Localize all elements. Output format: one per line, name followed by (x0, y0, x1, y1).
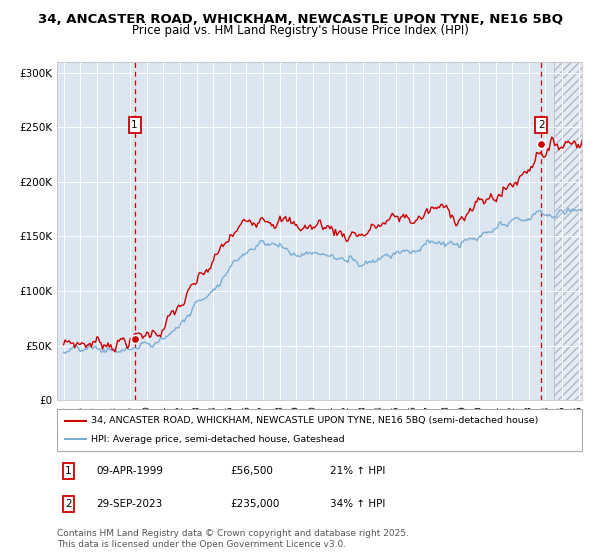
Text: 2: 2 (65, 499, 72, 509)
Text: 09-APR-1999: 09-APR-1999 (97, 466, 163, 476)
Text: 34, ANCASTER ROAD, WHICKHAM, NEWCASTLE UPON TYNE, NE16 5BQ (semi-detached house): 34, ANCASTER ROAD, WHICKHAM, NEWCASTLE U… (91, 416, 539, 425)
Text: HPI: Average price, semi-detached house, Gateshead: HPI: Average price, semi-detached house,… (91, 435, 345, 444)
FancyBboxPatch shape (57, 409, 582, 451)
Text: Contains HM Land Registry data © Crown copyright and database right 2025.
This d: Contains HM Land Registry data © Crown c… (57, 529, 409, 549)
Text: 2: 2 (538, 120, 545, 130)
Text: 1: 1 (65, 466, 72, 476)
Text: 1: 1 (131, 120, 138, 130)
Text: Price paid vs. HM Land Registry's House Price Index (HPI): Price paid vs. HM Land Registry's House … (131, 24, 469, 38)
Text: 34, ANCASTER ROAD, WHICKHAM, NEWCASTLE UPON TYNE, NE16 5BQ: 34, ANCASTER ROAD, WHICKHAM, NEWCASTLE U… (37, 13, 563, 26)
Text: 34% ↑ HPI: 34% ↑ HPI (330, 499, 385, 509)
Text: 29-SEP-2023: 29-SEP-2023 (97, 499, 163, 509)
Text: £235,000: £235,000 (230, 499, 280, 509)
Bar (554, 50, 587, 400)
Text: £56,500: £56,500 (230, 466, 273, 476)
Text: 21% ↑ HPI: 21% ↑ HPI (330, 466, 385, 476)
